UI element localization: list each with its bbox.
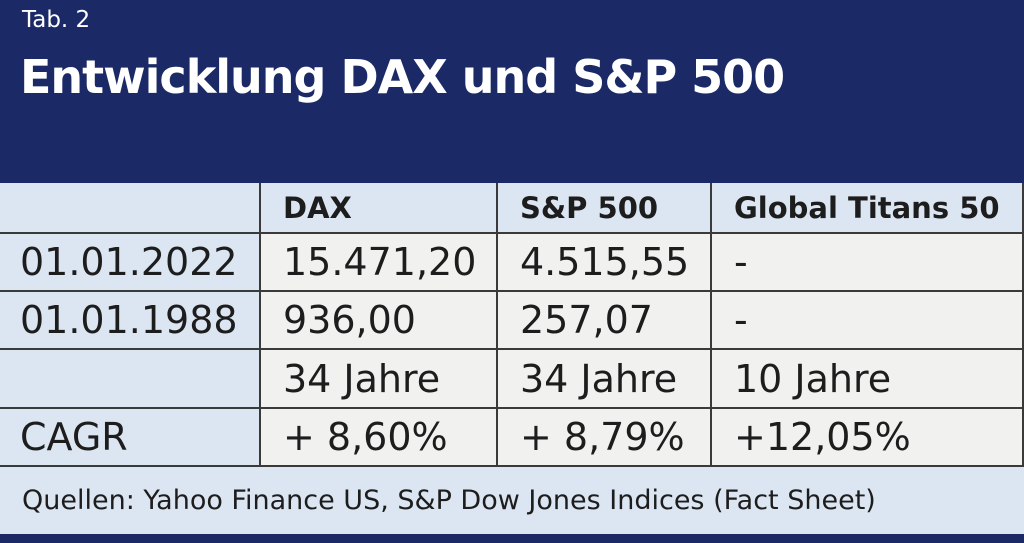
column-header-blank <box>0 183 261 232</box>
cell-years-dax: 34 Jahre <box>261 348 498 407</box>
row-label-blank <box>0 348 261 407</box>
cell-1988-sp500: 257,07 <box>498 290 712 348</box>
cell-years-sp500: 34 Jahre <box>498 348 712 407</box>
column-header-global-titans: Global Titans 50 <box>712 183 1024 232</box>
cell-2022-sp500: 4.515,55 <box>498 232 712 290</box>
cell-1988-dax: 936,00 <box>261 290 498 348</box>
row-label-2022: 01.01.2022 <box>0 232 261 290</box>
column-header-sp500: S&P 500 <box>498 183 712 232</box>
cell-cagr-dax: + 8,60% <box>261 407 498 465</box>
tab-label: Tab. 2 <box>22 7 91 33</box>
cell-cagr-sp500: + 8,79% <box>498 407 712 465</box>
cell-2022-dax: 15.471,20 <box>261 232 498 290</box>
row-label-1988: 01.01.1988 <box>0 290 261 348</box>
figure-title: Entwicklung DAX und S&P 500 <box>20 50 785 104</box>
bottom-bar <box>0 534 1024 543</box>
cell-2022-titans: - <box>712 232 1024 290</box>
cell-cagr-titans: +12,05% <box>712 407 1024 465</box>
data-table: DAX S&P 500 Global Titans 50 01.01.2022 … <box>0 183 1024 465</box>
column-header-dax: DAX <box>261 183 498 232</box>
row-label-cagr: CAGR <box>0 407 261 465</box>
cell-years-titans: 10 Jahre <box>712 348 1024 407</box>
cell-1988-titans: - <box>712 290 1024 348</box>
header-band: Tab. 2 Entwicklung DAX und S&P 500 <box>0 0 1024 183</box>
source-note: Quellen: Yahoo Finance US, S&P Dow Jones… <box>0 465 1024 534</box>
